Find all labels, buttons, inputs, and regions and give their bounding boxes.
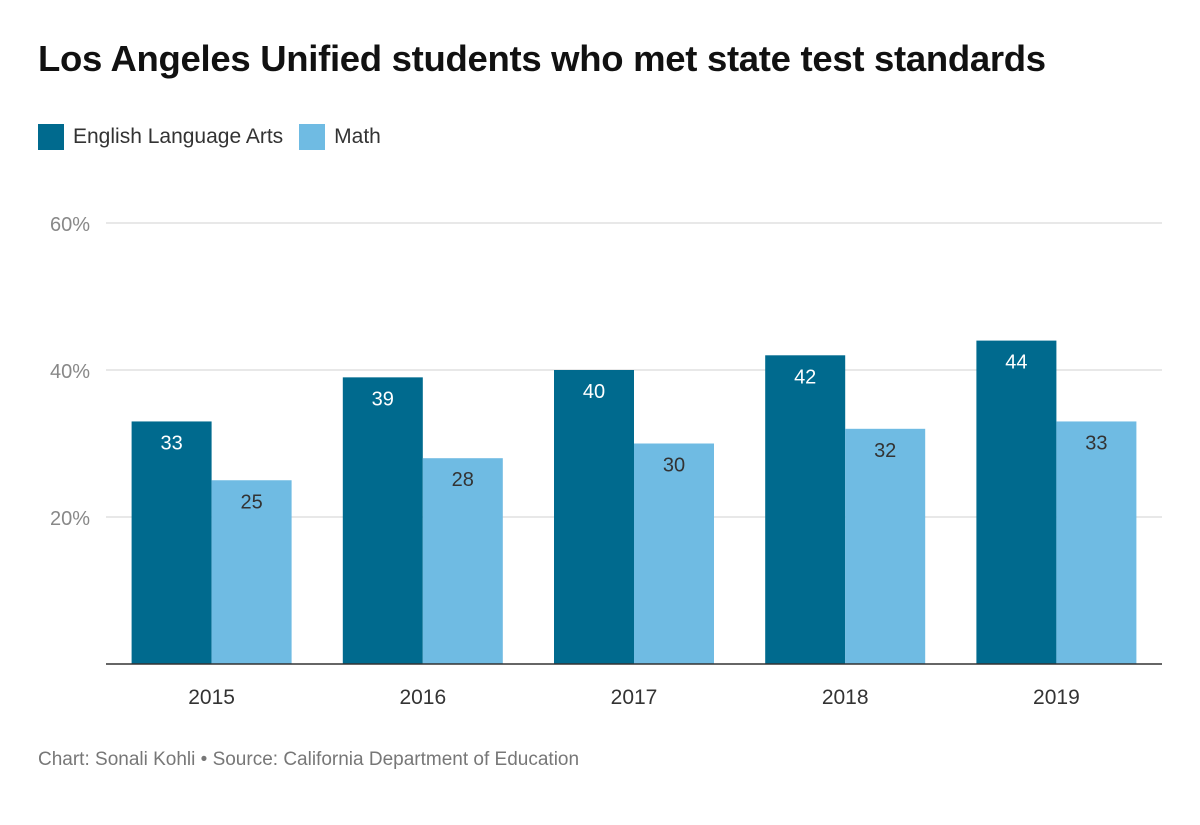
x-axis-ticks: 2015 2016 2017 2018 2019 — [188, 686, 1080, 709]
bar-ela-2017 — [554, 370, 634, 664]
data-label: 30 — [663, 455, 685, 477]
x-tick-label: 2018 — [822, 686, 869, 709]
data-label: 28 — [452, 469, 474, 491]
chart-title: Los Angeles Unified students who met sta… — [38, 38, 1046, 79]
data-label: 39 — [372, 388, 394, 410]
x-tick-label: 2015 — [188, 686, 235, 709]
y-axis-ticks: 20% 40% 60% — [50, 214, 90, 530]
legend-label-ela: English Language Arts — [73, 125, 284, 148]
x-tick-label: 2016 — [399, 686, 446, 709]
legend-item-ela: English Language Arts — [38, 124, 283, 150]
data-label: 44 — [1005, 352, 1027, 374]
bar-math-2017 — [634, 443, 714, 664]
bar-ela-2016 — [342, 377, 423, 664]
data-label: 33 — [160, 432, 182, 454]
bar-ela-2018 — [765, 355, 846, 664]
legend-label-math: Math — [334, 125, 381, 148]
bar-math-2015 — [211, 480, 292, 664]
legend-swatch-math — [299, 124, 326, 150]
bar-ela-2015 — [131, 421, 212, 664]
data-label: 42 — [794, 366, 816, 388]
data-label: 33 — [1085, 432, 1107, 454]
bar-ela-2019 — [976, 340, 1057, 664]
y-tick-label: 20% — [50, 508, 90, 530]
bar-math-2016 — [422, 458, 503, 664]
legend-swatch-ela — [38, 124, 64, 150]
bars: 33 25 39 28 40 30 42 32 44 33 — [131, 340, 1137, 664]
x-tick-label: 2017 — [611, 686, 658, 709]
x-tick-label: 2019 — [1033, 686, 1080, 709]
bar-math-2019 — [1056, 421, 1137, 664]
bar-math-2018 — [845, 428, 926, 664]
legend: English Language Arts Math — [38, 124, 397, 150]
y-tick-label: 40% — [50, 361, 90, 383]
y-tick-label: 60% — [50, 214, 90, 236]
data-label: 40 — [583, 381, 605, 403]
chart-credit: Chart: Sonali Kohli • Source: California… — [38, 749, 580, 770]
legend-item-math: Math — [299, 124, 381, 150]
data-label: 25 — [240, 491, 262, 513]
data-label: 32 — [874, 440, 896, 462]
